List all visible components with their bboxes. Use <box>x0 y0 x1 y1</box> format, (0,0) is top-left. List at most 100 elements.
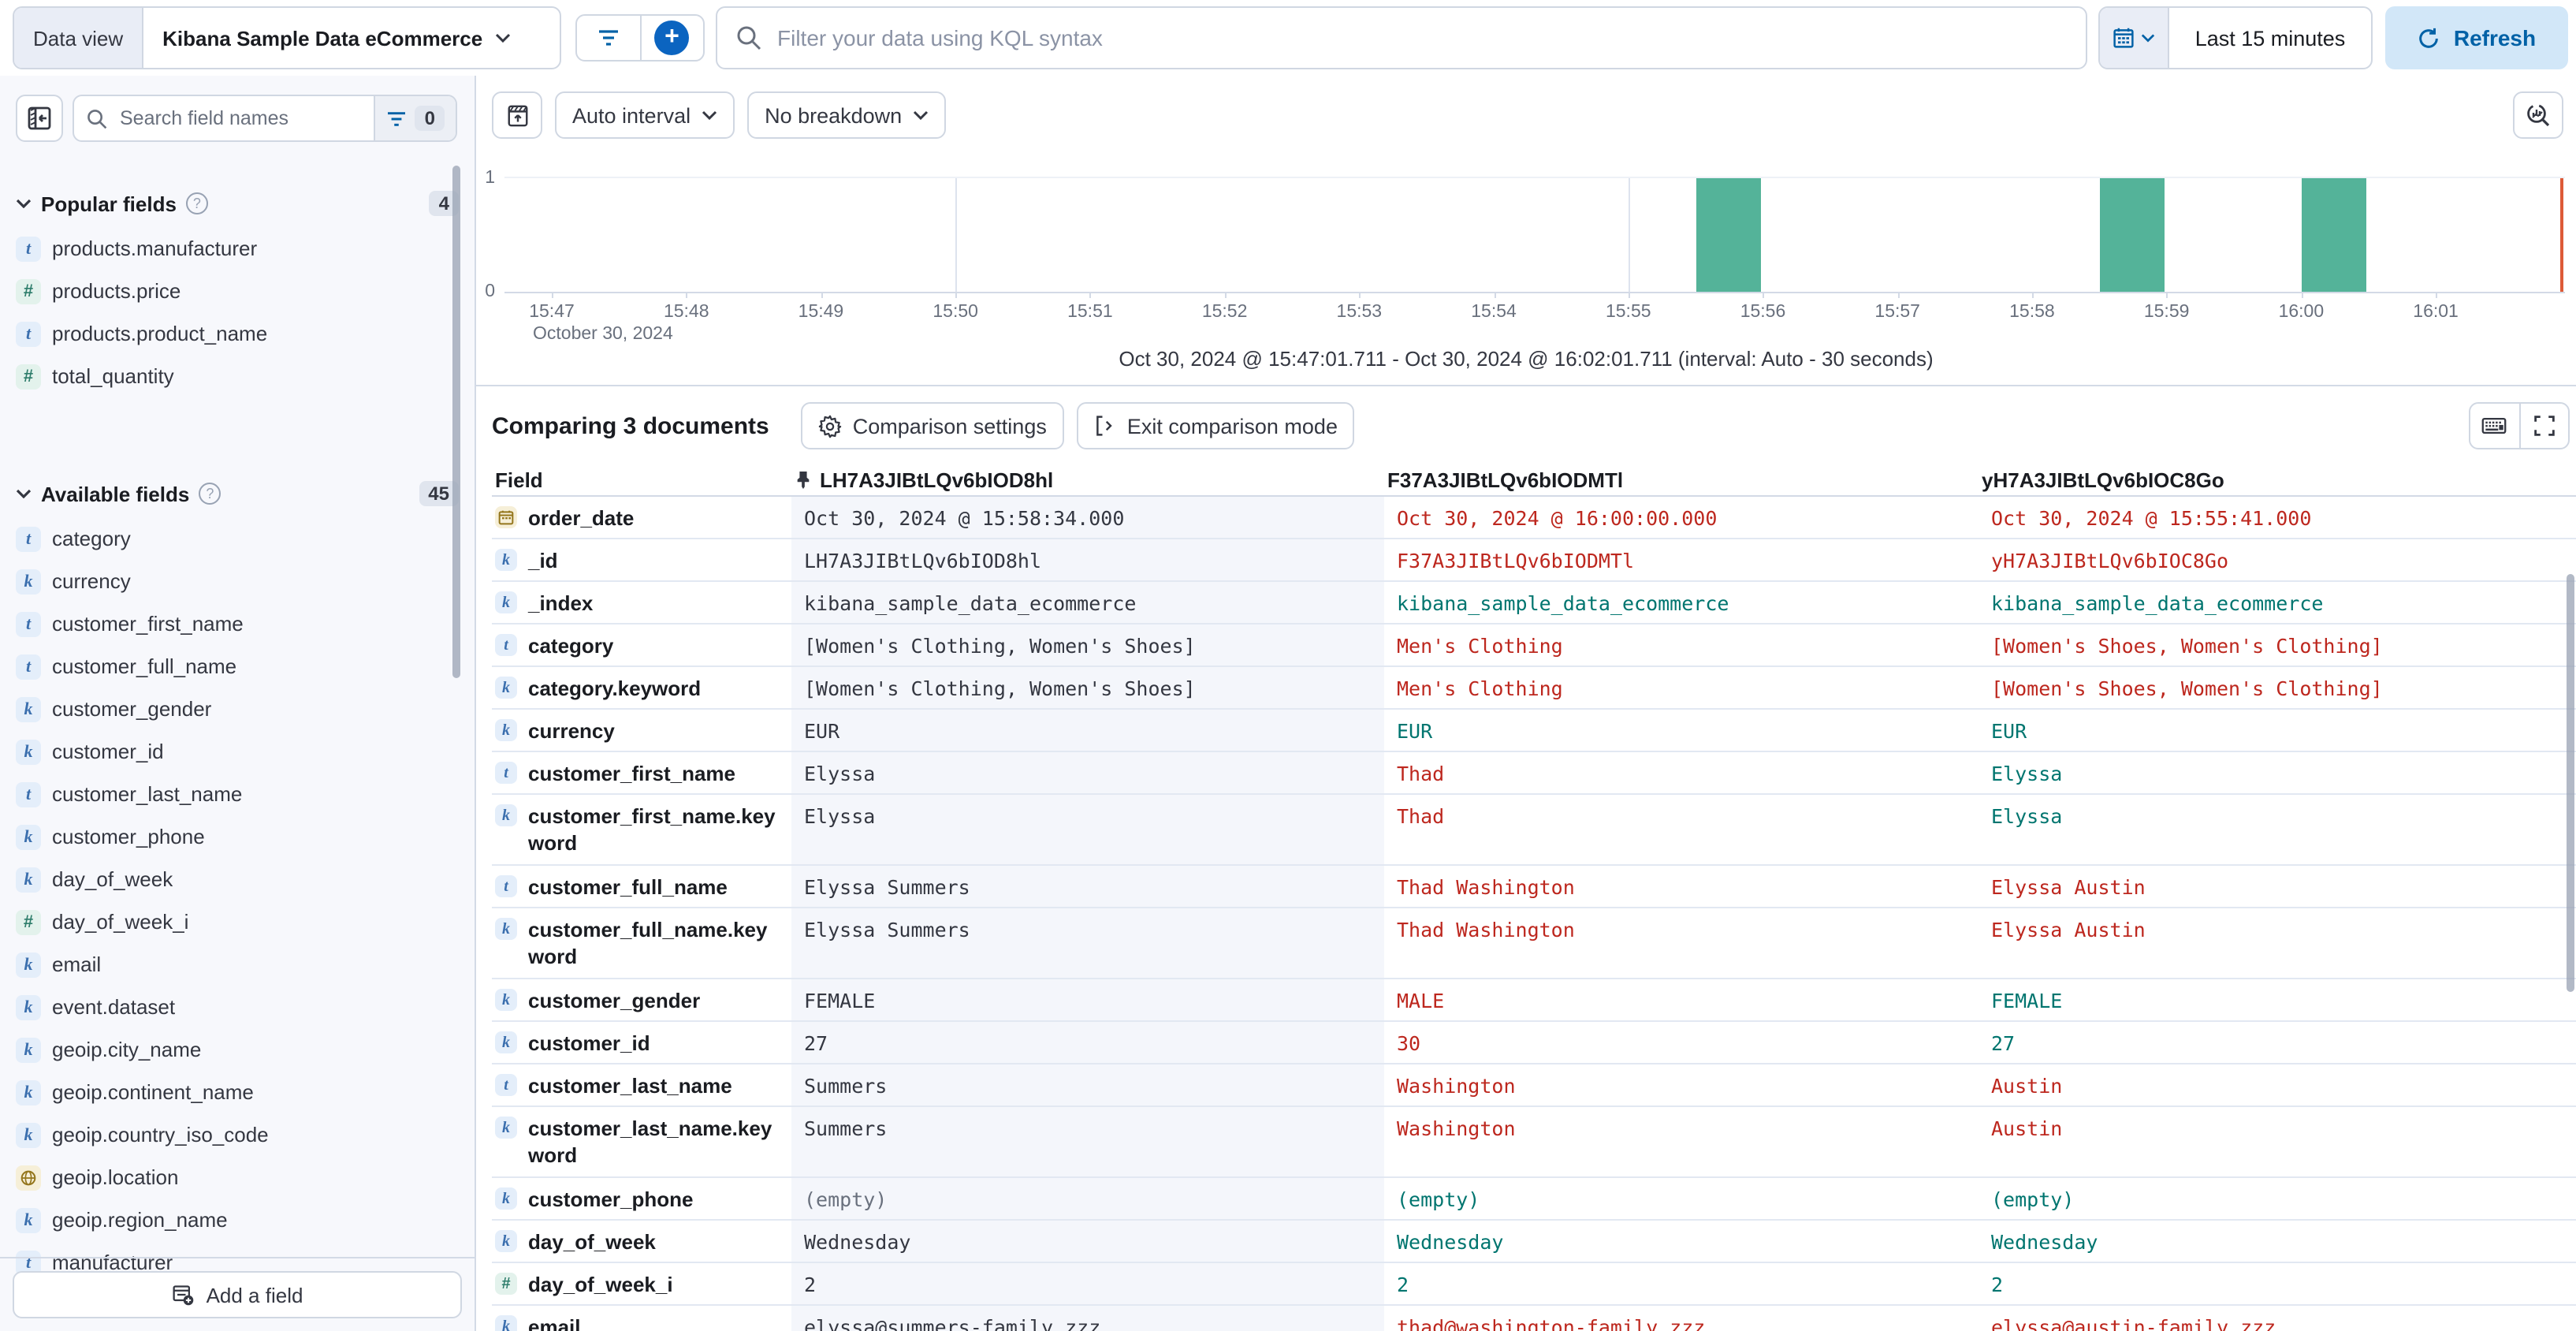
data-view-picker[interactable]: Data view Kibana Sample Data eCommerce <box>13 6 561 69</box>
sidebar-field-item[interactable]: t customer_full_name <box>16 645 452 688</box>
sidebar-field-item[interactable]: t products.product_name <box>16 312 452 355</box>
field-name-cell[interactable]: t customer_last_name <box>492 1064 791 1105</box>
hide-chart-icon <box>507 104 527 126</box>
base-doc-value: Wednesday <box>791 1221 1384 1262</box>
comparison-value: kibana_sample_data_ecommerce <box>1397 591 1729 615</box>
number-field-icon: # <box>495 1273 517 1295</box>
comparison-value: 2 <box>1991 1273 2004 1296</box>
saved-query-menu-button[interactable] <box>577 16 639 60</box>
sidebar-field-item[interactable]: k email <box>16 943 452 986</box>
field-name-cell[interactable]: k customer_full_name.keyword <box>492 908 791 978</box>
field-name-cell[interactable]: k customer_last_name.keyword <box>492 1107 791 1176</box>
x-axis-label: 15:57 <box>1874 303 1920 322</box>
x-axis-tick <box>1224 292 1227 298</box>
table-row: k customer_phone (empty) (empty) (empty) <box>492 1178 2576 1221</box>
field-name-cell[interactable]: k email <box>492 1306 791 1331</box>
interval-select[interactable]: Auto interval <box>555 91 735 139</box>
popular-fields-header[interactable]: Popular fields ? 4 <box>16 186 459 221</box>
add-filter-button[interactable]: + <box>639 16 703 60</box>
sidebar-scrollbar[interactable] <box>452 166 460 678</box>
exit-comparison-button[interactable]: Exit comparison mode <box>1076 402 1355 449</box>
keyword-field-icon: k <box>495 989 517 1011</box>
x-axis-tick <box>1494 292 1496 298</box>
field-name-cell[interactable]: k currency <box>492 710 791 751</box>
doc-column-header[interactable]: LH7A3JIBtLQv6bIOD8hl <box>791 464 1384 495</box>
histogram-bar[interactable] <box>2301 178 2367 292</box>
keyword-field-icon: k <box>495 1117 517 1139</box>
field-name-cell[interactable]: k customer_gender <box>492 979 791 1020</box>
sidebar-field-item[interactable]: k currency <box>16 560 452 602</box>
fullscreen-button[interactable] <box>2518 404 2568 448</box>
sidebar-footer-divider <box>0 1257 475 1258</box>
table-scrollbar[interactable] <box>2567 574 2574 992</box>
keyword-field-icon: k <box>16 824 41 849</box>
x-axis-label: 16:00 <box>2278 303 2325 322</box>
sidebar-field-item[interactable]: # total_quantity <box>16 355 452 397</box>
breakdown-select[interactable]: No breakdown <box>747 91 947 139</box>
sidebar-field-item[interactable]: geoip.location <box>16 1156 452 1199</box>
data-view-label: Data view <box>14 8 144 68</box>
available-fields-header[interactable]: Available fields ? 45 <box>16 476 459 511</box>
histogram-bar[interactable] <box>2099 178 2165 292</box>
base-doc-value: Oct 30, 2024 @ 15:58:34.000 <box>791 497 1384 538</box>
sidebar-field-item[interactable]: t manufacturer <box>16 1241 452 1284</box>
field-name-cell[interactable]: k customer_phone <box>492 1178 791 1219</box>
sidebar-field-item[interactable]: t category <box>16 517 452 560</box>
filter-controls: + <box>575 14 705 62</box>
hide-chart-button[interactable] <box>492 91 542 139</box>
time-range-value[interactable]: Last 15 minutes <box>2194 26 2346 50</box>
doc-column-header[interactable]: yH7A3JIBtLQv6bIOC8Go <box>1982 468 2224 491</box>
field-name-cell[interactable]: k customer_id <box>492 1022 791 1063</box>
keyboard-shortcuts-button[interactable] <box>2470 404 2518 448</box>
sidebar-field-item[interactable]: t products.manufacturer <box>16 227 452 270</box>
comparison-value: F37A3JIBtLQv6bIODMTl <box>1397 549 1635 572</box>
sidebar-field-item[interactable]: k customer_phone <box>16 815 452 858</box>
table-row: k category.keyword [Women's Clothing, Wome… <box>492 667 2576 710</box>
field-name-cell[interactable]: k customer_first_name.keyword <box>492 795 791 864</box>
field-name-cell[interactable]: k day_of_week <box>492 1221 791 1262</box>
field-name-cell[interactable]: k _id <box>492 539 791 580</box>
field-name-cell[interactable]: t customer_first_name <box>492 752 791 793</box>
sidebar-field-item[interactable]: k geoip.region_name <box>16 1199 452 1241</box>
query-bar[interactable] <box>716 6 2087 69</box>
doc-column-header[interactable]: F37A3JIBtLQv6bIODMTl <box>1387 468 1624 491</box>
sidebar-field-item[interactable]: k event.dataset <box>16 986 452 1028</box>
collapse-sidebar-button[interactable] <box>16 95 63 142</box>
sidebar-field-item[interactable]: k day_of_week <box>16 858 452 900</box>
field-name-cell[interactable]: # day_of_week_i <box>492 1263 791 1304</box>
refresh-button[interactable]: Refresh <box>2385 6 2568 69</box>
field-filter-button[interactable]: 0 <box>374 96 456 140</box>
sidebar-field-item[interactable]: t customer_first_name <box>16 602 452 645</box>
sidebar-field-item[interactable]: # products.price <box>16 270 452 312</box>
keyword-field-icon: k <box>16 1079 41 1105</box>
sidebar-field-item[interactable]: k geoip.country_iso_code <box>16 1113 452 1156</box>
sidebar-field-item[interactable]: # day_of_week_i <box>16 900 452 943</box>
comparison-settings-button[interactable]: Comparison settings <box>800 402 1064 449</box>
field-search-input[interactable] <box>117 106 374 131</box>
edit-visualization-button[interactable] <box>2513 91 2563 139</box>
table-row: k email elyssa@summers-family.zzz thad@wash… <box>492 1306 2576 1331</box>
field-column-header: Field <box>495 468 543 491</box>
field-name-cell[interactable]: t customer_full_name <box>492 866 791 907</box>
document-histogram[interactable]: 1 0 <box>485 169 2565 301</box>
table-row: k day_of_week Wednesday Wednesday Wednesday <box>492 1221 2576 1263</box>
histogram-bar[interactable] <box>1696 178 1762 292</box>
add-field-button[interactable]: Add a field <box>13 1271 462 1318</box>
comparison-value: Thad <box>1397 804 1445 828</box>
kql-query-input[interactable] <box>774 24 2067 52</box>
sidebar-field-item[interactable]: k customer_gender <box>16 688 452 730</box>
field-name-cell[interactable]: k category.keyword <box>492 667 791 708</box>
table-row: # day_of_week_i 2 2 2 <box>492 1263 2576 1306</box>
sidebar-field-item[interactable]: t customer_last_name <box>16 773 452 815</box>
sidebar-field-item[interactable]: k customer_id <box>16 730 452 773</box>
sidebar-field-item[interactable]: k geoip.city_name <box>16 1028 452 1071</box>
x-axis-label: 15:49 <box>798 303 844 322</box>
data-view-value[interactable]: Kibana Sample Data eCommerce <box>143 26 560 50</box>
date-quick-select-button[interactable] <box>2100 8 2169 68</box>
x-axis-tick <box>2166 292 2168 298</box>
field-name-cell[interactable]: t category <box>492 624 791 666</box>
field-name-cell[interactable]: order_date <box>492 497 791 538</box>
field-name-cell[interactable]: k _index <box>492 582 791 623</box>
sidebar-field-item[interactable]: k geoip.continent_name <box>16 1071 452 1113</box>
x-axis-tick <box>1089 292 1092 298</box>
